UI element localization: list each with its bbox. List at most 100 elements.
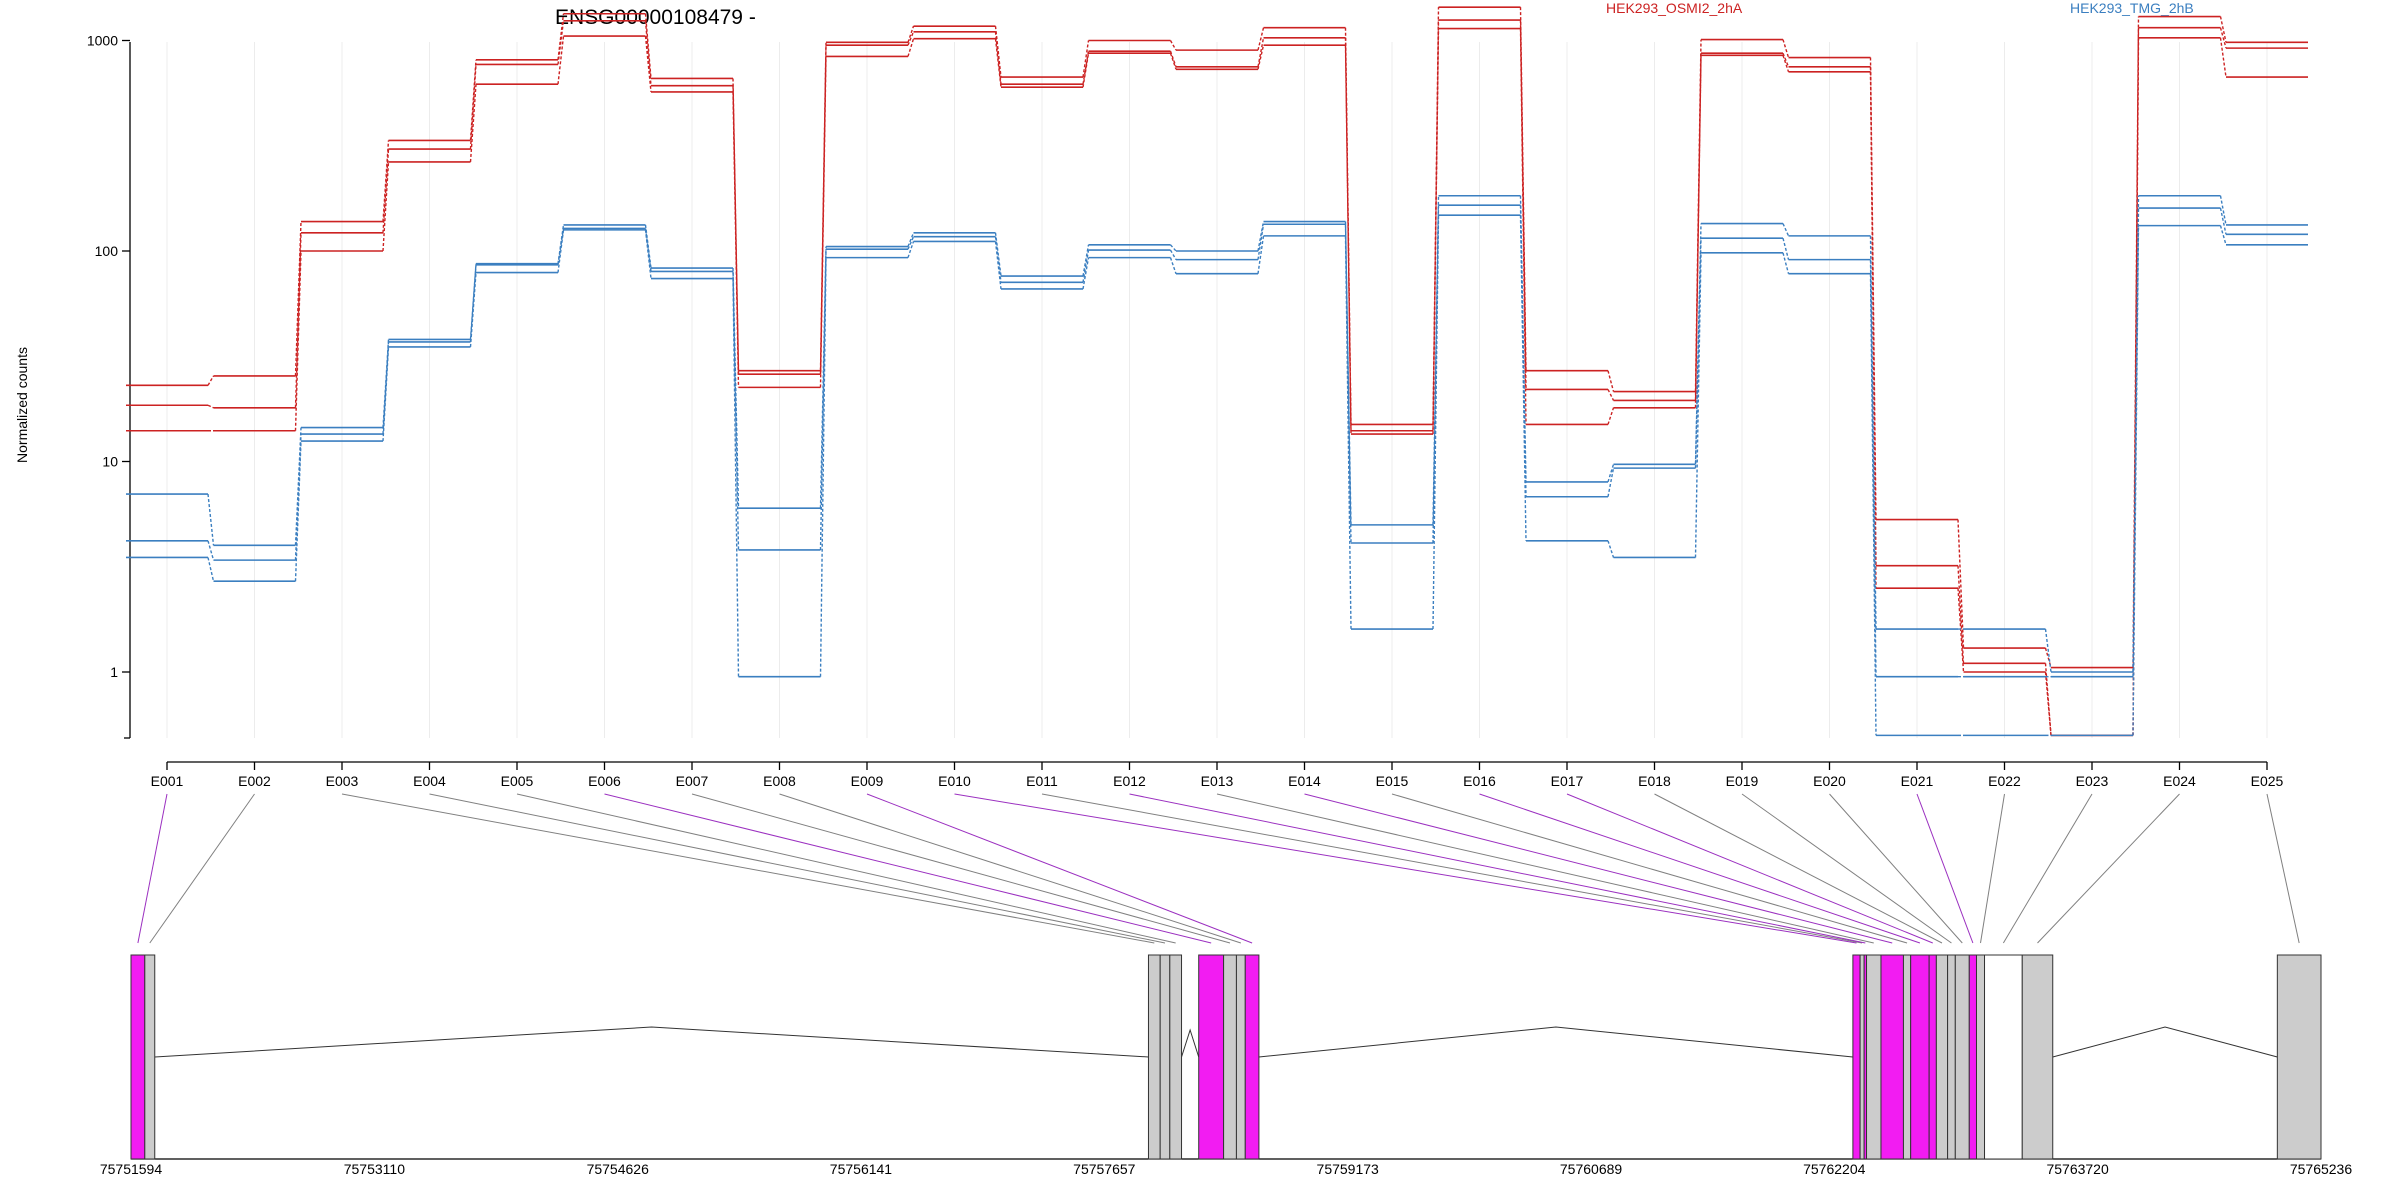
series-connector: [1082, 53, 1090, 88]
series-connector: [1257, 37, 1265, 67]
series-connector: [907, 25, 915, 43]
exon-box-E019: [1947, 954, 1956, 1160]
coordinate-tick-label: 75757657: [1073, 1161, 1136, 1177]
x-tick-label: E002: [238, 773, 271, 789]
exon-box-E024: [2021, 954, 2054, 1160]
coordinate-tick-label: 75753110: [344, 1161, 405, 1177]
series-connector: [1607, 464, 1615, 483]
exon-box-E006: [1198, 954, 1225, 1160]
series-connector: [907, 236, 915, 250]
series-connector: [907, 232, 915, 247]
x-tick-label: E023: [2076, 773, 2109, 789]
series-connector: [1344, 235, 1352, 630]
series-connector: [907, 38, 915, 57]
x-tick-label: E013: [1201, 773, 1234, 789]
grid-lines: [166, 42, 2268, 738]
exon-box-E020: [1954, 954, 1970, 1160]
y-tick-label: 1000: [87, 33, 118, 49]
series-connector: [994, 31, 1002, 85]
x-tick-label: E010: [938, 773, 971, 789]
exon-link-E003: [341, 793, 1155, 944]
series-connector: [1082, 40, 1090, 78]
series-connector: [1169, 244, 1177, 252]
series-connector: [1607, 407, 1615, 425]
x-tick-label: E015: [1376, 773, 1409, 789]
exon-link-E011: [1041, 793, 1863, 944]
series-6: [126, 214, 2308, 737]
x-tick-label: E021: [1901, 773, 1934, 789]
x-tick-label: E006: [588, 773, 621, 789]
exon-box-E022: [1975, 954, 1986, 1160]
series-connector: [1782, 55, 1790, 73]
series-connector: [732, 278, 740, 677]
series-connector: [1782, 39, 1790, 58]
exon-link-E018: [1654, 793, 1943, 944]
exon-link-E016: [1479, 793, 1921, 944]
series-connector: [557, 20, 565, 65]
x-tick-label: E001: [151, 773, 184, 789]
series-connector: [2219, 27, 2227, 49]
chart-title: ENSG00000108479 -: [555, 6, 756, 29]
gene-model: 75751594 75753110 75754626 75756141 75757657…: [100, 954, 2352, 1177]
coordinate-tick-label: 75763720: [2046, 1161, 2109, 1177]
series-connector: [907, 31, 915, 46]
exon-link-E023: [2002, 793, 2093, 944]
series-connector: [1432, 215, 1440, 630]
series-connector: [2044, 671, 2052, 736]
intron-line: [1258, 1026, 1853, 1058]
series-connector: [1519, 20, 1527, 390]
series-connector: [207, 375, 215, 386]
exon-box-E017: [1928, 954, 1937, 1160]
exon-link-E006: [604, 793, 1212, 944]
series-lines: [126, 6, 2308, 737]
exon-link-E001: [137, 793, 168, 944]
x-tick-label: E004: [413, 773, 446, 789]
series-connector: [1869, 259, 1877, 677]
series-connector: [1257, 27, 1265, 51]
coordinate-tick-label: 75759173: [1317, 1161, 1380, 1177]
series-connector: [644, 20, 652, 86]
series-connector: [1869, 273, 1877, 736]
exon-box-E004: [1159, 954, 1171, 1160]
exon-link-E020: [1829, 793, 1963, 944]
exon-box-E011: [1859, 954, 1865, 1160]
series-connector: [1519, 215, 1527, 541]
axes: 1 10 100 1000 E001 E002 E003 E004 E005 E006 E007 E0…: [87, 33, 2284, 790]
series-connector: [644, 35, 652, 92]
series-connector: [469, 272, 477, 348]
exon-link-E008: [779, 793, 1242, 944]
series-connector: [1607, 389, 1615, 401]
series-connector: [382, 149, 390, 233]
coordinate-tick-label: 75760689: [1560, 1161, 1623, 1177]
x-tick-label: E017: [1551, 773, 1584, 789]
series-connector: [2132, 208, 2140, 677]
series-connector: [1082, 257, 1090, 290]
legend-entry-tmg: HEK293_TMG_2hB: [2070, 0, 2194, 16]
legend-entry-osmi2: HEK293_OSMI2_2hA: [1606, 0, 1743, 16]
series-connector: [1607, 540, 1615, 558]
exon-link-E022: [1980, 793, 2005, 944]
x-tick-label: E014: [1288, 773, 1321, 789]
intron-line: [1181, 1028, 1200, 1058]
x-tick-label: E003: [326, 773, 359, 789]
exon-link-E025: [2266, 793, 2300, 944]
series-connector: [1694, 223, 1702, 465]
exon-box-E016: [1910, 954, 1930, 1160]
series-connector: [294, 441, 302, 582]
exon-box-E008: [1235, 954, 1246, 1160]
exon-box-E014: [1880, 954, 1904, 1160]
series-connector: [1782, 52, 1790, 68]
series-connector: [207, 540, 215, 561]
y-tick-label: 100: [95, 243, 119, 259]
x-tick-label: E007: [676, 773, 709, 789]
y-axis-label: Normalized counts: [14, 347, 30, 463]
series-connector: [1607, 370, 1615, 392]
series-connector: [294, 434, 302, 561]
series-connector: [907, 241, 915, 258]
series-connector: [1869, 71, 1877, 589]
exon-link-E019: [1741, 793, 1952, 944]
series-connector: [1519, 28, 1527, 425]
series-connector: [1169, 40, 1177, 51]
exon-link-E014: [1304, 793, 1893, 944]
series-connector: [732, 85, 740, 375]
